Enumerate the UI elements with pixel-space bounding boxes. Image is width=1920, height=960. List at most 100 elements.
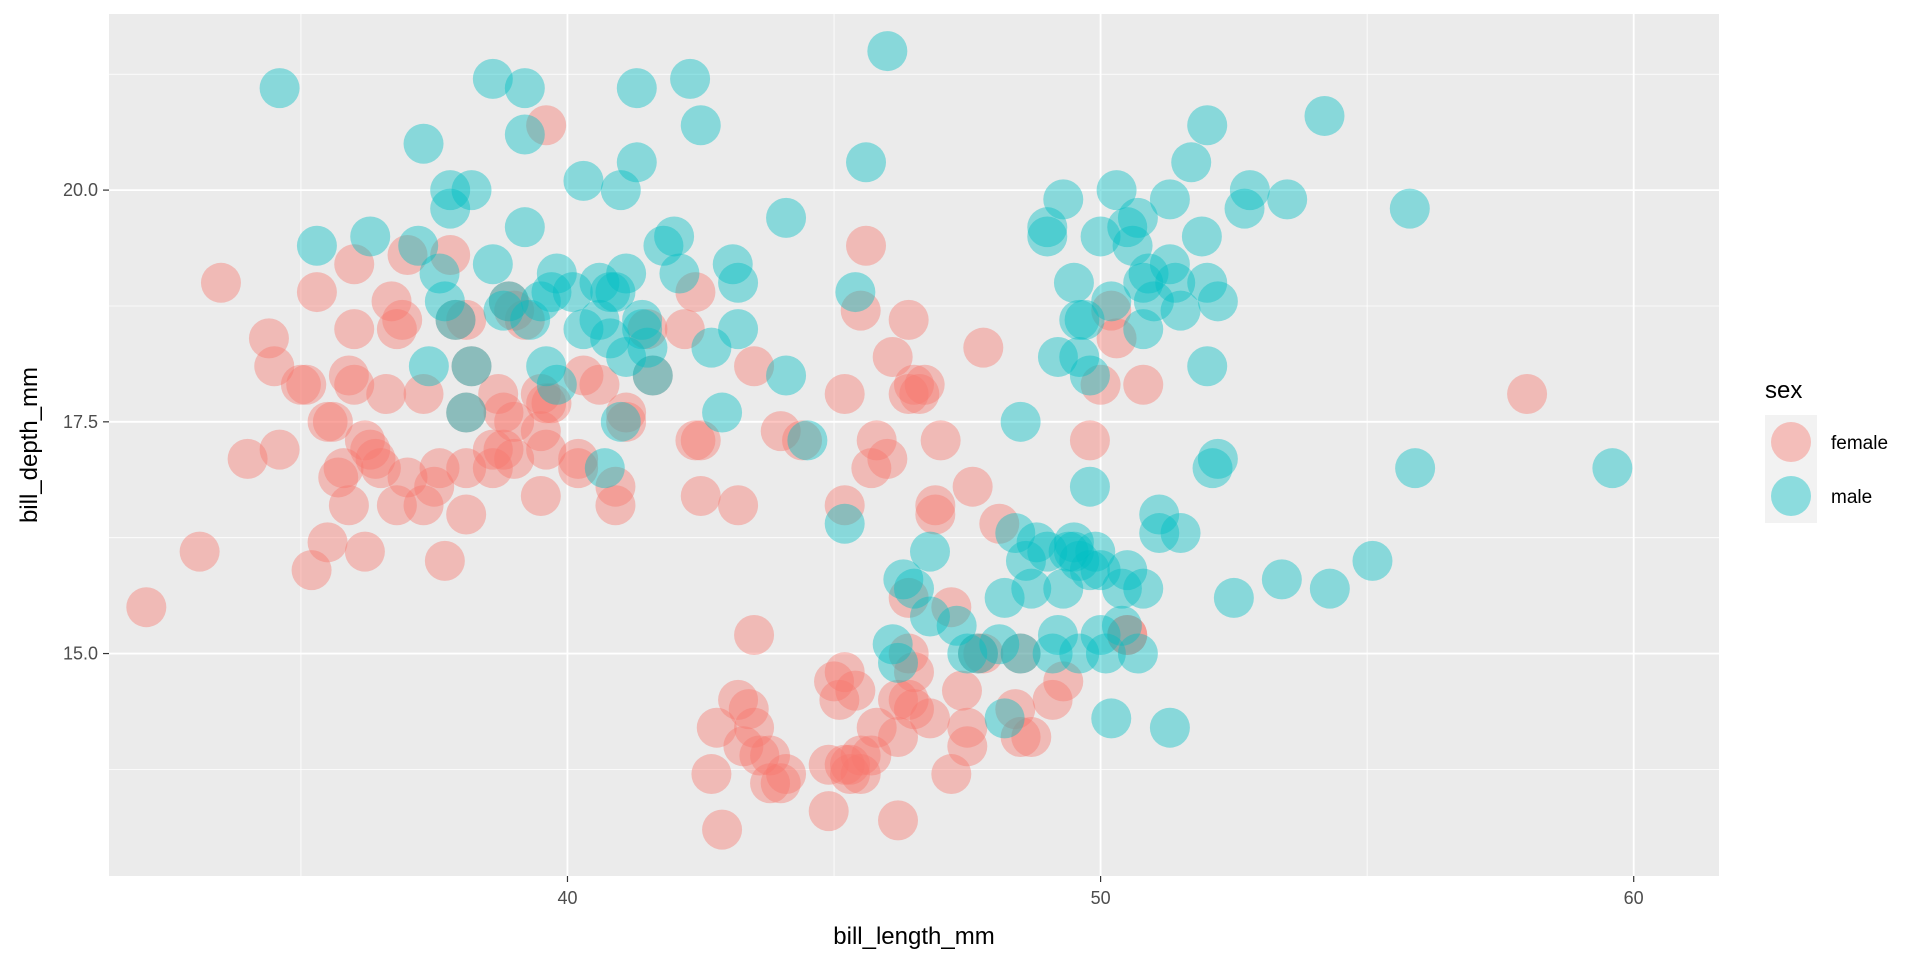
data-point-male — [1069, 355, 1110, 396]
data-point-female — [750, 735, 791, 776]
data-point-female — [1123, 364, 1164, 405]
data-point-female — [520, 374, 561, 415]
data-point-female — [702, 809, 743, 850]
data-point-female — [1069, 420, 1110, 461]
data-point-female — [334, 309, 375, 350]
data-point-male — [526, 346, 567, 387]
data-point-male — [1155, 262, 1196, 303]
data-point-female — [1043, 661, 1084, 702]
data-point-male — [984, 698, 1025, 739]
data-point-female — [318, 457, 359, 498]
data-point-female — [1107, 615, 1148, 656]
data-point-male — [680, 105, 721, 146]
data-point-male — [1064, 299, 1105, 340]
data-point-male — [1027, 531, 1068, 572]
data-point-female — [179, 531, 220, 572]
data-point-male — [419, 253, 460, 294]
y-tick-label: 15.0 — [63, 644, 98, 664]
data-point-male — [1027, 216, 1068, 257]
data-point-female — [606, 401, 647, 442]
data-point-female — [307, 522, 348, 563]
data-point-female — [360, 448, 401, 489]
data-point-female — [446, 448, 487, 489]
data-point-male — [552, 272, 593, 313]
data-point-female — [830, 744, 871, 785]
data-point-female — [531, 383, 572, 424]
data-point-female — [963, 633, 1004, 674]
data-point-male — [1043, 179, 1084, 220]
data-point-male — [600, 401, 641, 442]
data-point-male — [1016, 522, 1057, 563]
data-point-female — [840, 754, 881, 795]
data-point-male — [1123, 309, 1164, 350]
data-point-male — [1096, 170, 1137, 211]
data-point-male — [1128, 253, 1169, 294]
data-point-female — [851, 448, 892, 489]
data-point-male — [1117, 197, 1158, 238]
data-point-female — [307, 401, 348, 442]
data-point-male — [1059, 633, 1100, 674]
data-point-female — [952, 466, 993, 507]
data-point-male — [1187, 105, 1228, 146]
data-point-male — [350, 216, 391, 257]
data-point-male — [1053, 531, 1094, 572]
data-point-male — [600, 170, 641, 211]
data-point-male — [1048, 531, 1089, 572]
data-point-female — [888, 577, 929, 618]
data-point-male — [1000, 401, 1041, 442]
data-point-female — [291, 550, 332, 591]
data-point-male — [1091, 698, 1132, 739]
data-point-female — [606, 392, 647, 433]
data-point-male — [1192, 448, 1233, 489]
data-point-male — [1133, 281, 1174, 322]
data-point-male — [1037, 336, 1078, 377]
data-point-female — [435, 299, 476, 340]
legend-swatch-female — [1771, 422, 1811, 462]
data-point-male — [691, 327, 732, 368]
data-point-female — [680, 420, 721, 461]
data-point-male — [504, 207, 545, 248]
data-point-female — [830, 754, 871, 795]
data-point-female — [718, 679, 759, 720]
data-point-female — [979, 503, 1020, 544]
data-point-male — [579, 262, 620, 303]
data-point-female — [280, 364, 321, 405]
data-point-male — [1037, 615, 1078, 656]
data-point-male — [1592, 448, 1633, 489]
data-point-female — [328, 355, 369, 396]
data-point-male — [718, 262, 759, 303]
data-point-female — [888, 679, 929, 720]
data-point-male — [632, 355, 673, 396]
data-point-female — [957, 633, 998, 674]
data-point-male — [1139, 513, 1180, 554]
data-point-male — [1139, 494, 1180, 535]
data-point-male — [1053, 262, 1094, 303]
data-point-female — [888, 633, 929, 674]
data-point-male — [451, 170, 492, 211]
data-point-male — [712, 244, 753, 285]
data-point-female — [483, 429, 524, 470]
data-point-male — [909, 531, 950, 572]
data-point-male — [1075, 531, 1116, 572]
data-point-female — [856, 707, 897, 748]
data-point-male — [1229, 170, 1270, 211]
data-point-female — [734, 346, 775, 387]
data-point-male — [1085, 633, 1126, 674]
data-point-female — [728, 689, 769, 730]
data-point-male — [584, 448, 625, 489]
data-point-female — [504, 299, 545, 340]
data-point-male — [1005, 540, 1046, 581]
data-point-male — [654, 216, 695, 257]
data-point-male — [590, 272, 631, 313]
data-point-female — [526, 383, 567, 424]
data-point-female — [403, 374, 444, 415]
data-point-female — [808, 744, 849, 785]
data-point-male — [622, 299, 663, 340]
data-point-female — [941, 670, 982, 711]
data-point-male — [504, 68, 545, 109]
data-point-female — [344, 531, 385, 572]
y-tick-label: 20.0 — [63, 180, 98, 200]
data-point-female — [824, 744, 865, 785]
data-point-female — [371, 281, 412, 322]
data-point-female — [718, 485, 759, 526]
